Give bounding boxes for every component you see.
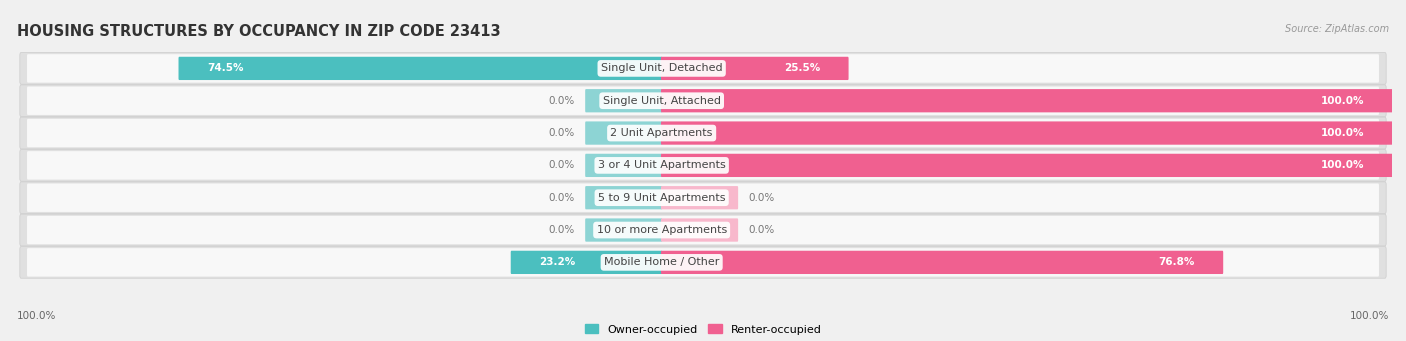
FancyBboxPatch shape — [20, 85, 1386, 117]
FancyBboxPatch shape — [27, 119, 1379, 147]
Text: 0.0%: 0.0% — [548, 160, 575, 170]
FancyBboxPatch shape — [661, 186, 738, 209]
Text: 0.0%: 0.0% — [548, 128, 575, 138]
Text: 100.0%: 100.0% — [1320, 160, 1364, 170]
Text: 0.0%: 0.0% — [748, 225, 775, 235]
Text: Single Unit, Detached: Single Unit, Detached — [600, 63, 723, 73]
Text: 3 or 4 Unit Apartments: 3 or 4 Unit Apartments — [598, 160, 725, 170]
Text: 76.8%: 76.8% — [1159, 257, 1195, 267]
Text: 100.0%: 100.0% — [1350, 311, 1389, 321]
FancyBboxPatch shape — [27, 151, 1379, 180]
Text: 25.5%: 25.5% — [785, 63, 820, 73]
FancyBboxPatch shape — [661, 218, 738, 242]
FancyBboxPatch shape — [661, 121, 1392, 145]
FancyBboxPatch shape — [20, 117, 1386, 149]
FancyBboxPatch shape — [661, 251, 1223, 274]
FancyBboxPatch shape — [585, 154, 662, 177]
FancyBboxPatch shape — [27, 248, 1379, 277]
FancyBboxPatch shape — [20, 150, 1386, 181]
FancyBboxPatch shape — [585, 89, 662, 113]
Text: 5 to 9 Unit Apartments: 5 to 9 Unit Apartments — [598, 193, 725, 203]
Text: 23.2%: 23.2% — [538, 257, 575, 267]
Text: 0.0%: 0.0% — [548, 193, 575, 203]
Text: 0.0%: 0.0% — [548, 96, 575, 106]
Text: 100.0%: 100.0% — [17, 311, 56, 321]
FancyBboxPatch shape — [20, 182, 1386, 213]
Text: Mobile Home / Other: Mobile Home / Other — [605, 257, 720, 267]
FancyBboxPatch shape — [27, 54, 1379, 83]
FancyBboxPatch shape — [27, 183, 1379, 212]
FancyBboxPatch shape — [27, 87, 1379, 115]
FancyBboxPatch shape — [20, 214, 1386, 246]
Text: 100.0%: 100.0% — [1320, 128, 1364, 138]
Text: HOUSING STRUCTURES BY OCCUPANCY IN ZIP CODE 23413: HOUSING STRUCTURES BY OCCUPANCY IN ZIP C… — [17, 24, 501, 39]
Text: 10 or more Apartments: 10 or more Apartments — [596, 225, 727, 235]
Text: 0.0%: 0.0% — [748, 193, 775, 203]
Text: 0.0%: 0.0% — [548, 225, 575, 235]
FancyBboxPatch shape — [661, 89, 1392, 113]
Legend: Owner-occupied, Renter-occupied: Owner-occupied, Renter-occupied — [581, 320, 825, 339]
FancyBboxPatch shape — [585, 218, 662, 242]
FancyBboxPatch shape — [661, 154, 1392, 177]
FancyBboxPatch shape — [585, 186, 662, 209]
FancyBboxPatch shape — [585, 121, 662, 145]
FancyBboxPatch shape — [20, 247, 1386, 278]
Text: 2 Unit Apartments: 2 Unit Apartments — [610, 128, 713, 138]
Text: Single Unit, Attached: Single Unit, Attached — [603, 96, 721, 106]
FancyBboxPatch shape — [661, 57, 849, 80]
Text: Source: ZipAtlas.com: Source: ZipAtlas.com — [1285, 24, 1389, 34]
Text: 100.0%: 100.0% — [1320, 96, 1364, 106]
FancyBboxPatch shape — [27, 216, 1379, 244]
FancyBboxPatch shape — [20, 53, 1386, 84]
Text: 74.5%: 74.5% — [207, 63, 243, 73]
FancyBboxPatch shape — [179, 57, 662, 80]
FancyBboxPatch shape — [510, 251, 662, 274]
